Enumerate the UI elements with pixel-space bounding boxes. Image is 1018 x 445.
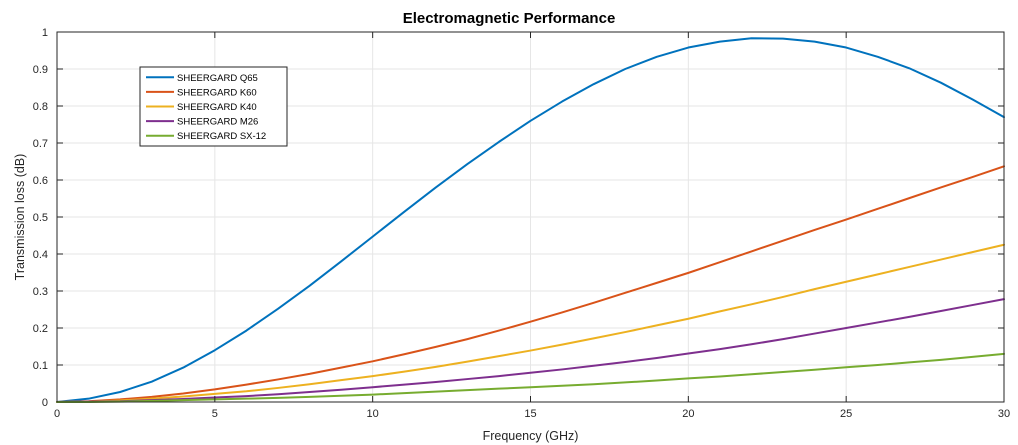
y-tick-label: 0.4 (33, 249, 48, 261)
x-tick-label: 5 (212, 408, 218, 420)
y-tick-label: 0.3 (33, 286, 48, 298)
x-tick-label: 20 (682, 408, 694, 420)
y-tick-label: 1 (42, 27, 48, 39)
series-line-0 (56, 37, 1005, 403)
series-line-1 (56, 165, 1005, 403)
legend-label-0: SHEERGARD Q65 (177, 73, 258, 84)
legend-label-2: SHEERGARD K40 (177, 102, 257, 113)
x-tick-label: 10 (367, 408, 379, 420)
y-tick-label: 0.2 (33, 323, 48, 335)
chart-title: Electromagnetic Performance (403, 10, 616, 27)
y-tick-label: 0.9 (33, 64, 48, 76)
legend-label-1: SHEERGARD K60 (177, 87, 257, 98)
y-tick-label: 0.7 (33, 138, 48, 150)
x-tick-label: 0 (54, 408, 60, 420)
y-tick-label: 0 (42, 397, 48, 409)
legend-label-4: SHEERGARD SX-12 (177, 131, 266, 142)
y-tick-label: 0.1 (33, 360, 48, 372)
series-line-2 (56, 243, 1005, 403)
x-axis-label: Frequency (GHz) (483, 429, 579, 443)
legend-label-3: SHEERGARD M26 (177, 117, 258, 128)
legend: SHEERGARD Q65 SHEERGARD K60 SHEERGARD K40 S… (139, 66, 288, 147)
tick-layer: 0 5 10 15 20 25 30 0 0.1 0.2 0.3 0.4 0.5 0.6 0.7 0.8 0.9… (33, 27, 1010, 420)
x-tick-label: 15 (524, 408, 536, 420)
y-axis-label: Transmission loss (dB) (13, 154, 27, 281)
x-tick-label: 30 (998, 408, 1010, 420)
y-tick-label: 0.8 (33, 101, 48, 113)
y-tick-label: 0.5 (33, 212, 48, 224)
x-tick-label: 25 (840, 408, 852, 420)
y-tick-label: 0.6 (33, 175, 48, 187)
